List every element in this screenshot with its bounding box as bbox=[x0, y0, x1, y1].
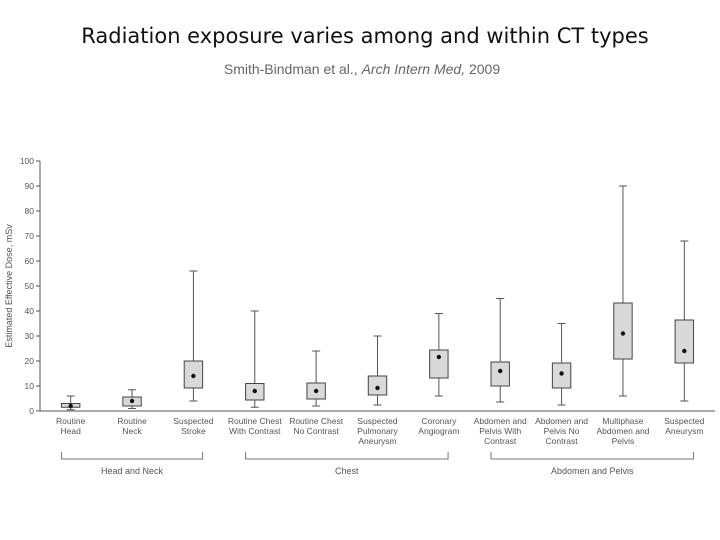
source: Smith-Bindman et al., Arch Intern Med, 2… bbox=[224, 61, 500, 77]
group-bracket bbox=[245, 452, 449, 460]
label-line: Stroke bbox=[181, 426, 206, 436]
label-line: Multiphase bbox=[602, 416, 643, 426]
box bbox=[367, 375, 388, 396]
label-line: Angiogram bbox=[418, 426, 459, 436]
box bbox=[490, 361, 510, 387]
label-line: No Contrast bbox=[293, 426, 339, 436]
label-line: Pulmonary bbox=[357, 426, 398, 436]
box bbox=[613, 302, 633, 360]
median-dot bbox=[191, 373, 196, 379]
y-tick-label: 0 bbox=[29, 406, 34, 416]
label-line: Pelvis With bbox=[479, 426, 521, 436]
group-bracket bbox=[490, 452, 695, 460]
label-line: Coronary bbox=[421, 416, 457, 426]
group-label: Abdomen and Pelvis bbox=[551, 466, 634, 476]
y-tick-label: 70 bbox=[25, 231, 35, 241]
label-line: Contrast bbox=[484, 436, 517, 446]
y-tick-label: 40 bbox=[25, 306, 35, 316]
x-tick-label: Abdomen and Pelvis With Contrast bbox=[474, 416, 527, 446]
label-line: Pelvis bbox=[612, 436, 635, 446]
x-tick-label: Routine Chest No Contrast bbox=[289, 416, 344, 436]
label-line: Abdomen and bbox=[474, 416, 527, 426]
label-line: Head bbox=[61, 426, 82, 436]
box bbox=[674, 319, 695, 364]
median-dot bbox=[68, 403, 73, 409]
y-axis-label: Estimated Effective Dose, mSv bbox=[4, 224, 14, 348]
label-line: Abdomen and bbox=[596, 426, 649, 436]
x-tick-label: Coronary Angiogram bbox=[418, 416, 459, 436]
source-authors: Smith-Bindman et al., bbox=[224, 61, 358, 77]
label-line: Contrast bbox=[546, 436, 579, 446]
x-tick-label: Suspected Pulmonary Aneurysm bbox=[357, 416, 398, 446]
label-line: Routine Chest bbox=[228, 416, 283, 426]
group-bracket bbox=[60, 452, 204, 460]
median-dot bbox=[375, 385, 380, 391]
x-tick-label: Multiphase Abdomen and Pelvis bbox=[596, 416, 649, 446]
box bbox=[429, 349, 449, 379]
label-line: Aneurysm bbox=[358, 436, 396, 446]
source-year: 2009 bbox=[469, 61, 500, 77]
y-tick-label: 30 bbox=[25, 331, 35, 341]
median-dot bbox=[129, 398, 135, 404]
x-tick-label: Routine Neck bbox=[117, 416, 147, 436]
median-dot bbox=[559, 371, 564, 376]
slide-title: Radiation exposure varies among and with… bbox=[81, 24, 648, 48]
label-line: With Contrast bbox=[229, 426, 281, 436]
y-tick-label: 20 bbox=[25, 356, 35, 366]
x-tick-label: Abdomen and Pelvis No Contrast bbox=[535, 416, 588, 446]
median-dot bbox=[620, 331, 626, 336]
y-tick-label: 100 bbox=[20, 156, 34, 166]
source-journal: Arch Intern Med, bbox=[361, 61, 466, 77]
median-dot bbox=[252, 388, 257, 394]
y-tick-label: 60 bbox=[25, 256, 35, 266]
label-line: Pelvis No bbox=[544, 426, 580, 436]
group-label: Head and Neck bbox=[101, 466, 164, 476]
label-line: Aneurysm bbox=[665, 426, 703, 436]
x-tick-label: Suspected Stroke bbox=[173, 416, 213, 436]
x-tick-label: Suspected Aneurysm bbox=[664, 416, 704, 436]
label-line: Suspected bbox=[173, 416, 213, 426]
median-dot bbox=[436, 354, 442, 360]
y-tick-label: 50 bbox=[25, 281, 35, 291]
y-tick-label: 10 bbox=[25, 381, 35, 391]
label-line: Routine bbox=[117, 416, 147, 426]
label-line: Abdomen and bbox=[535, 416, 588, 426]
label-line: Neck bbox=[122, 426, 142, 436]
label-line: Routine bbox=[56, 416, 86, 426]
y-tick-label: 80 bbox=[25, 206, 35, 216]
y-tick-label: 90 bbox=[25, 181, 35, 191]
x-tick-label: Routine Chest With Contrast bbox=[228, 416, 283, 436]
median-dot bbox=[313, 388, 319, 394]
median-dot bbox=[498, 368, 503, 374]
label-line: Routine Chest bbox=[289, 416, 344, 426]
label-line: Suspected bbox=[664, 416, 704, 426]
x-tick-label: Routine Head bbox=[56, 416, 86, 436]
group-label: Chest bbox=[335, 466, 359, 476]
median-dot bbox=[682, 348, 687, 354]
label-line: Suspected bbox=[357, 416, 397, 426]
